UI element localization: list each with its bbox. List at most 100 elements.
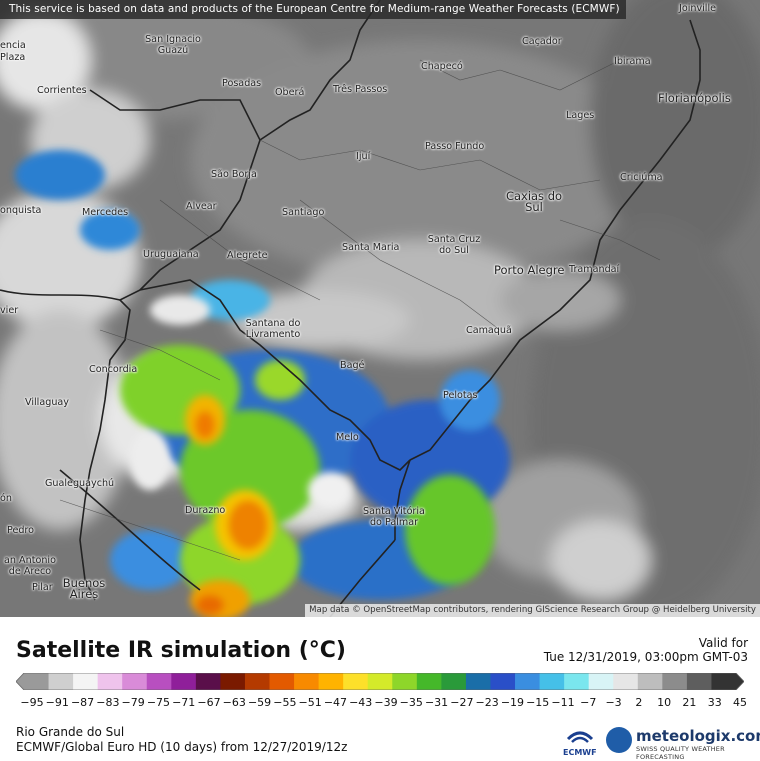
satellite-map[interactable]: This service is based on data and produc… [0, 0, 760, 617]
valid-label: Valid for [698, 636, 748, 650]
scale-tick-label: 10 [657, 696, 672, 709]
city-label: Pelotas [443, 390, 478, 401]
scale-swatch [564, 673, 590, 690]
scale-swatch [637, 673, 663, 690]
city-name: Caxias do Sul [505, 189, 563, 214]
city-name: San Ignacio Guazú [145, 34, 201, 56]
scale-swatch [392, 673, 418, 690]
scale-swatch [588, 673, 614, 690]
scale-tick-label: −87 [70, 696, 95, 709]
scale-swatch [490, 673, 516, 690]
scale-tick-label: −11 [551, 696, 575, 709]
city-label: Posadas [222, 78, 262, 89]
valid-time: Tue 12/31/2019, 03:00pm GMT-03 [543, 650, 748, 664]
city-label: Oberá [275, 87, 305, 98]
scale-swatch [48, 673, 74, 690]
city-name: an Antonio de Areco [4, 555, 56, 577]
scale-swatch [220, 673, 246, 690]
ecmwf-logo-text: ECMWF [563, 748, 597, 757]
scale-tick-label: −31 [424, 696, 449, 709]
city-name: Buenos Aires [62, 576, 106, 601]
city-label: São Borja [211, 169, 257, 180]
city-label: Alvear [186, 201, 217, 212]
city-label: Concordia [89, 364, 138, 375]
city-label: Caçador [522, 36, 562, 47]
city-label: Santana do Livramento [240, 318, 306, 340]
map-attribution[interactable]: Map data © OpenStreetMap contributors, r… [305, 604, 760, 617]
scale-swatch [318, 673, 344, 690]
city-label: Mercedes [82, 207, 129, 218]
scale-tick-label: −7 [580, 696, 597, 709]
city-label: onquista [0, 205, 42, 216]
city-label: Passo Fundo [425, 141, 485, 152]
meteologix-brand[interactable]: meteologix.com [636, 727, 760, 745]
city-label: San Ignacio Guazú [142, 34, 204, 56]
scale-tick-label: −35 [399, 696, 423, 709]
scale-tick-label: −71 [172, 696, 196, 709]
scale-tick-label: 2 [635, 696, 643, 709]
model-run: ECMWF/Global Euro HD (10 days) from 12/2… [16, 740, 348, 754]
city-label: Santiago [282, 207, 325, 218]
city-label: Santa Vitória do Palmar [358, 506, 430, 528]
scale-arrow-right [736, 673, 744, 690]
scale-swatch [97, 673, 123, 690]
scale-swatch [269, 673, 295, 690]
scale-tick-label: −59 [247, 696, 272, 709]
page-title: Satellite IR simulation (°C) [16, 638, 346, 663]
city-label: Buenos Aires [60, 576, 108, 601]
city-label: Gualeguaychú [45, 478, 115, 489]
city-label: Villaguay [25, 397, 69, 408]
city-label: Lages [566, 110, 595, 121]
meteologix-logo-icon[interactable] [606, 727, 632, 753]
scale-swatch [195, 673, 221, 690]
scale-swatch [122, 673, 148, 690]
scale-tick-label: −51 [298, 696, 322, 709]
scale-swatch [171, 673, 197, 690]
city-label: ón [0, 493, 12, 504]
ecmwf-notice: This service is based on data and produc… [0, 0, 626, 19]
city-label: Florianópolis [658, 91, 731, 105]
city-label: Ijuí [356, 151, 371, 162]
city-label: Três Passos [333, 84, 388, 95]
city-name: Santa Cruz do Sul [427, 234, 481, 256]
city-label: an Antonio de Areco [0, 555, 60, 577]
scale-swatch [244, 673, 271, 690]
city-label: Camaquã [466, 325, 512, 336]
scale-tick-label: −15 [526, 696, 550, 709]
scale-tick-label: −47 [323, 696, 348, 709]
city-label: Tramandaí [569, 264, 620, 275]
region-name: Rio Grande do Sul [16, 725, 125, 739]
city-label: Ibirama [614, 56, 651, 67]
city-name: Santana do Livramento [245, 318, 301, 340]
city-label: Alegrete [227, 250, 268, 261]
city-name: Santa Vitória do Palmar [363, 506, 425, 528]
scale-tick-label: −75 [146, 696, 171, 709]
meteologix-tagline: SWISS QUALITY WEATHER FORECASTING [636, 745, 725, 761]
scale-swatch [343, 673, 369, 690]
scale-swatch [613, 673, 639, 690]
scale-swatch [711, 673, 737, 690]
scale-tick-label: 45 [733, 696, 747, 709]
scale-swatch [294, 673, 320, 690]
scale-tick-label: −27 [450, 696, 474, 709]
city-label: Uruguaiana [143, 249, 199, 260]
city-label: Porto Alegre [494, 263, 565, 277]
city-label: encia [0, 40, 26, 51]
scale-swatch [24, 673, 50, 690]
ecmwf-logo-icon[interactable] [562, 727, 598, 757]
cloud-white-layer [130, 295, 352, 508]
cloud-warm-layer [185, 395, 275, 617]
scale-tick-label: −91 [45, 696, 69, 709]
scale-swatch [146, 673, 172, 690]
city-label: Pedro [7, 525, 35, 536]
scale-swatch [515, 673, 541, 690]
scale-tick-label: −43 [349, 696, 373, 709]
city-label: Melo [336, 432, 359, 443]
scale-swatch [539, 673, 565, 690]
city-label: Chapecó [421, 61, 463, 72]
scale-tick-label: −3 [605, 696, 622, 709]
scale-swatch [416, 673, 442, 690]
scale-swatch [441, 673, 467, 690]
scale-tick-label: −83 [96, 696, 120, 709]
scale-swatch [367, 673, 393, 690]
